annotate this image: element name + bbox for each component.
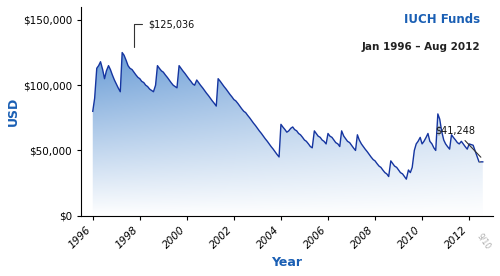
Text: $41,248: $41,248 (436, 126, 481, 157)
Text: 9/10: 9/10 (476, 231, 492, 251)
X-axis label: Year: Year (272, 256, 302, 269)
Text: Jan 1996 – Aug 2012: Jan 1996 – Aug 2012 (362, 43, 480, 52)
Text: IUCH Funds: IUCH Funds (404, 13, 480, 26)
Y-axis label: USD: USD (7, 97, 20, 126)
Text: $125,036: $125,036 (134, 19, 194, 47)
